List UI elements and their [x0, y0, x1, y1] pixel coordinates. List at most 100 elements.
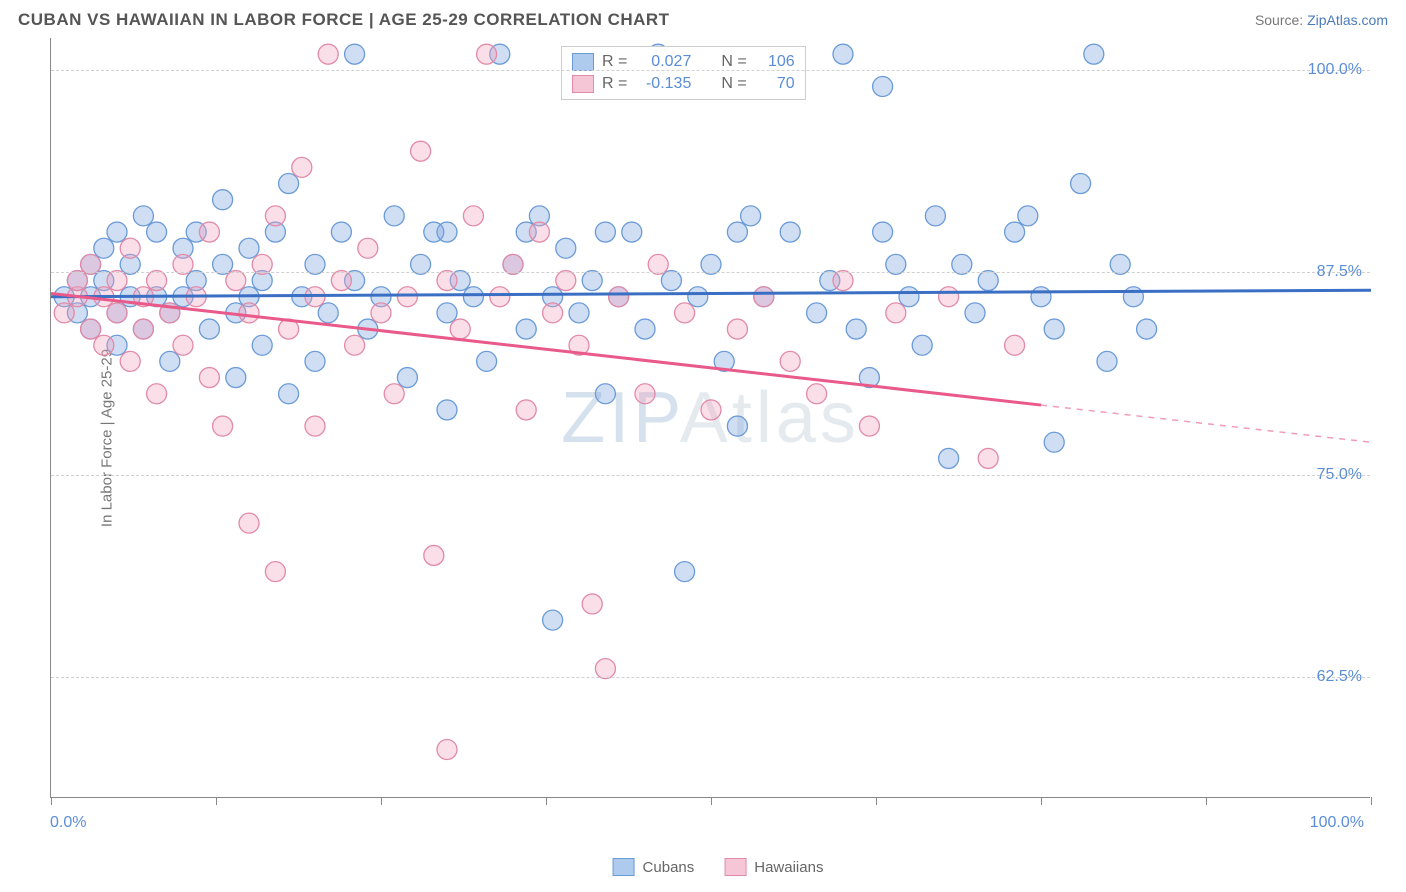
- data-point: [239, 513, 259, 533]
- data-point: [318, 303, 338, 323]
- x-tick: [381, 797, 382, 805]
- r-value-cubans: 0.027: [635, 53, 691, 71]
- data-point: [807, 384, 827, 404]
- data-point: [886, 303, 906, 323]
- data-point: [397, 287, 417, 307]
- data-point: [490, 287, 510, 307]
- data-point: [160, 351, 180, 371]
- data-point: [543, 303, 563, 323]
- x-tick: [711, 797, 712, 805]
- data-point: [701, 254, 721, 274]
- data-point: [437, 739, 457, 759]
- data-point: [173, 254, 193, 274]
- data-point: [437, 303, 457, 323]
- trend-line-dashed: [1041, 405, 1371, 442]
- data-point: [939, 448, 959, 468]
- data-point: [147, 384, 167, 404]
- plot-container: In Labor Force | Age 25-29 ZIPAtlas R = …: [50, 38, 1386, 838]
- gridline-h: [51, 677, 1370, 678]
- scatter-svg: [51, 38, 1371, 798]
- data-point: [503, 254, 523, 274]
- data-point: [899, 287, 919, 307]
- data-point: [635, 384, 655, 404]
- y-tick-label: 75.0%: [1317, 466, 1362, 484]
- data-point: [213, 190, 233, 210]
- data-point: [780, 222, 800, 242]
- gridline-h: [51, 70, 1370, 71]
- data-point: [595, 659, 615, 679]
- data-point: [727, 416, 747, 436]
- r-label: R =: [602, 75, 627, 93]
- data-point: [727, 319, 747, 339]
- data-point: [741, 206, 761, 226]
- stat-legend-box: R = 0.027 N = 106 R = -0.135 N = 70: [561, 46, 806, 100]
- bottom-legend: Cubans Hawaiians: [613, 858, 824, 876]
- n-value-hawaiians: 70: [755, 75, 795, 93]
- data-point: [754, 287, 774, 307]
- data-point: [978, 271, 998, 291]
- data-point: [873, 222, 893, 242]
- data-point: [437, 400, 457, 420]
- data-point: [1084, 44, 1104, 64]
- data-point: [952, 254, 972, 274]
- legend-item-hawaiians: Hawaiians: [724, 858, 823, 876]
- data-point: [279, 174, 299, 194]
- data-point: [199, 368, 219, 388]
- data-point: [965, 303, 985, 323]
- data-point: [292, 157, 312, 177]
- data-point: [279, 384, 299, 404]
- data-point: [846, 319, 866, 339]
- data-point: [213, 254, 233, 274]
- data-point: [371, 303, 391, 323]
- legend-swatch-hawaiians: [724, 858, 746, 876]
- data-point: [1071, 174, 1091, 194]
- data-point: [859, 416, 879, 436]
- data-point: [199, 319, 219, 339]
- data-point: [569, 303, 589, 323]
- data-point: [120, 351, 140, 371]
- data-point: [450, 319, 470, 339]
- data-point: [345, 335, 365, 355]
- data-point: [1005, 222, 1025, 242]
- data-point: [1097, 351, 1117, 371]
- data-point: [94, 238, 114, 258]
- source-text: Source: ZipAtlas.com: [1255, 12, 1388, 28]
- data-point: [516, 400, 536, 420]
- data-point: [384, 206, 404, 226]
- data-point: [239, 238, 259, 258]
- r-label: R =: [602, 53, 627, 71]
- data-point: [582, 271, 602, 291]
- data-point: [305, 351, 325, 371]
- x-tick: [51, 797, 52, 805]
- data-point: [54, 303, 74, 323]
- data-point: [675, 303, 695, 323]
- data-point: [556, 271, 576, 291]
- source-link[interactable]: ZipAtlas.com: [1307, 12, 1388, 28]
- stat-row-hawaiians: R = -0.135 N = 70: [572, 73, 795, 95]
- data-point: [437, 271, 457, 291]
- data-point: [1044, 432, 1064, 452]
- data-point: [199, 222, 219, 242]
- data-point: [345, 44, 365, 64]
- data-point: [81, 254, 101, 274]
- data-point: [727, 222, 747, 242]
- data-point: [252, 254, 272, 274]
- data-point: [133, 319, 153, 339]
- data-point: [978, 448, 998, 468]
- data-point: [477, 44, 497, 64]
- data-point: [226, 368, 246, 388]
- legend-label-hawaiians: Hawaiians: [754, 859, 823, 876]
- x-tick: [1041, 797, 1042, 805]
- r-value-hawaiians: -0.135: [635, 75, 691, 93]
- data-point: [780, 351, 800, 371]
- data-point: [1137, 319, 1157, 339]
- plot-area: ZIPAtlas R = 0.027 N = 106 R = -0.135 N …: [50, 38, 1370, 798]
- data-point: [556, 238, 576, 258]
- data-point: [886, 254, 906, 274]
- data-point: [833, 44, 853, 64]
- data-point: [239, 303, 259, 323]
- source-prefix: Source:: [1255, 12, 1307, 28]
- data-point: [939, 287, 959, 307]
- x-axis-min-label: 0.0%: [50, 814, 86, 832]
- data-point: [107, 303, 127, 323]
